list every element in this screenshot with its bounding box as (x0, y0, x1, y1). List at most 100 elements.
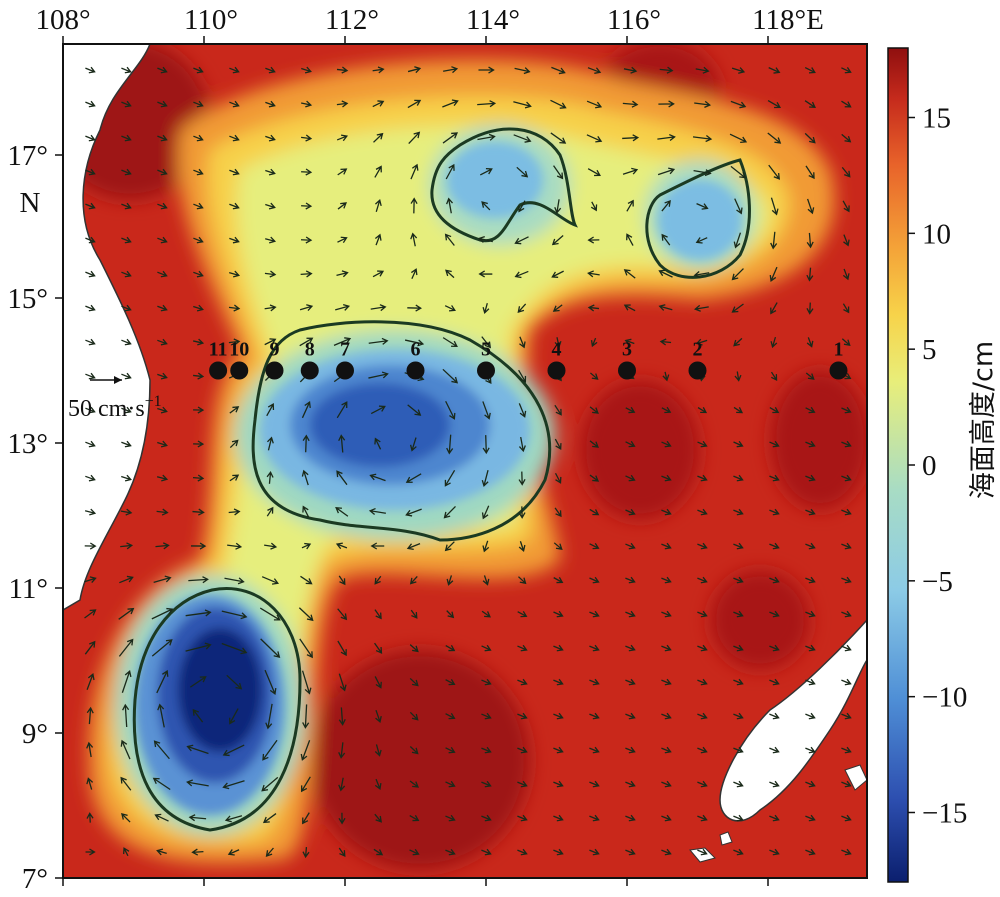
velocity-arrow (193, 372, 205, 380)
velocity-arrow (121, 134, 132, 142)
velocity-arrow (262, 813, 277, 824)
velocity-arrow (85, 304, 96, 312)
velocity-arrow (513, 134, 532, 143)
velocity-arrow (769, 542, 780, 550)
velocity-arrow (805, 644, 816, 652)
velocity-arrow (226, 674, 243, 690)
lat-label-17: 17° (7, 140, 48, 172)
colorbar-title: 海面高度/cm (968, 341, 999, 499)
velocity-arrow (157, 440, 168, 448)
velocity-arrow (661, 474, 672, 482)
velocity-arrow (121, 813, 131, 823)
velocity-arrow (157, 304, 168, 312)
velocity-arrow (589, 712, 600, 720)
velocity-arrow (407, 66, 422, 74)
velocity-arrow (481, 712, 492, 720)
velocity-arrow (260, 638, 281, 658)
velocity-arrow (589, 610, 600, 618)
velocity-arrow (442, 337, 458, 348)
ssh-contours (132, 127, 751, 832)
velocity-arrow (229, 474, 240, 482)
lon-label-118: 118°E (752, 4, 824, 36)
velocity-arrow (550, 99, 567, 109)
velocity-arrow (589, 508, 600, 516)
velocity-arrow (657, 133, 676, 141)
velocity-arrow (516, 166, 529, 178)
velocity-arrow (768, 164, 781, 180)
velocity-arrow (121, 304, 132, 312)
velocity-arrow (841, 848, 852, 856)
velocity-arrow (446, 434, 454, 455)
velocity-arrow (192, 508, 205, 516)
velocity-arrow (368, 337, 389, 345)
velocity-arrow (193, 134, 204, 142)
velocity-arrow (409, 644, 419, 653)
velocity-arrow (120, 508, 133, 516)
station-label-8: 8 (305, 339, 315, 361)
velocity-arrow (228, 304, 241, 312)
velocity-arrow (661, 406, 672, 414)
velocity-arrow (407, 99, 422, 109)
velocity-arrow (804, 66, 816, 74)
velocity-arrow (733, 542, 744, 550)
velocity-arrow (157, 372, 168, 380)
velocity-arrow (121, 372, 132, 380)
velocity-arrow (265, 236, 277, 244)
velocity-arrow (625, 610, 636, 618)
velocity-arrow (769, 610, 780, 618)
station-dot-10 (230, 361, 249, 380)
velocity-arrow (157, 270, 168, 278)
velocity-arrow (769, 406, 780, 414)
velocity-arrow (553, 165, 564, 180)
velocity-arrow (481, 470, 489, 488)
lat-label-15: 15° (7, 283, 48, 315)
velocity-arrow (446, 197, 454, 214)
velocity-arrow (806, 337, 814, 348)
velocity-arrow (368, 507, 386, 516)
velocity-arrow (733, 337, 743, 347)
velocity-arrow (266, 403, 275, 417)
velocity-arrow (518, 541, 526, 552)
velocity-arrow (695, 237, 708, 244)
axis-ticks (55, 36, 769, 886)
velocity-arrow (661, 440, 672, 448)
velocity-arrow (482, 540, 490, 553)
velocity-arrow (841, 610, 852, 618)
velocity-arrow (84, 542, 97, 550)
lon-label-116: 116° (607, 4, 661, 36)
velocity-arrow (804, 132, 816, 144)
velocity-arrow (589, 746, 600, 754)
velocity-arrow (589, 440, 599, 448)
velocity-arrow (410, 268, 418, 280)
velocity-arrow (625, 848, 636, 856)
velocity-arrow (587, 236, 600, 244)
velocity-arrow (551, 66, 566, 75)
velocity-arrow (733, 848, 744, 856)
velocity-arrow (154, 813, 169, 822)
velocity-arrow (157, 202, 168, 210)
velocity-arrow (369, 473, 386, 482)
station-dot-2 (688, 361, 707, 380)
velocity-arrow (841, 440, 852, 448)
velocity-arrow (444, 469, 456, 487)
velocity-arrow (589, 474, 600, 482)
velocity-arrow (518, 200, 526, 213)
colorbar-gradient (887, 47, 909, 883)
velocity-arrow (841, 100, 852, 108)
velocity-arrow (221, 642, 248, 655)
velocity-arrow (84, 508, 97, 516)
velocity-arrow (518, 471, 526, 486)
velocity-arrow (625, 508, 636, 516)
velocity-arrow (517, 644, 528, 652)
velocity-arrow (337, 608, 348, 621)
velocity-arrow (300, 270, 313, 278)
velocity-arrow (118, 607, 135, 620)
velocity-arrow (302, 847, 310, 859)
station-label-7: 7 (340, 339, 350, 361)
velocity-arrow (445, 678, 456, 686)
scale-text: 50 cm·s (68, 396, 145, 422)
velocity-arrow (479, 168, 493, 176)
velocity-arrow (734, 371, 742, 382)
velocity-arrow (446, 575, 454, 586)
velocity-arrow (120, 542, 134, 550)
